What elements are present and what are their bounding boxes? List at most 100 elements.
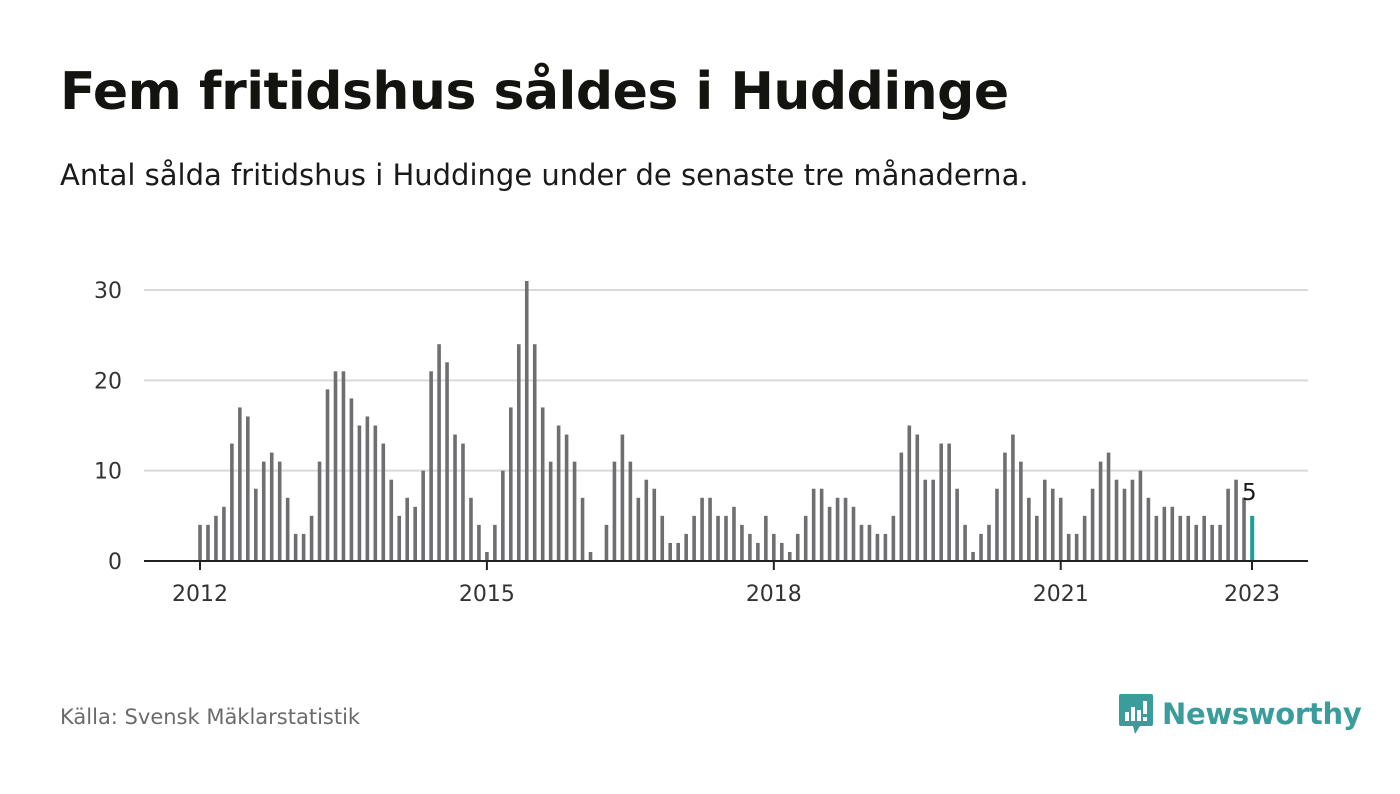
bar — [1058, 497, 1063, 561]
bar — [453, 434, 457, 561]
bar — [931, 479, 936, 561]
bar — [1090, 488, 1095, 561]
bar — [1011, 434, 1015, 561]
bar — [421, 470, 425, 561]
bar — [1218, 524, 1222, 561]
bar — [214, 515, 218, 561]
bar — [277, 461, 282, 561]
bar — [1138, 470, 1143, 561]
bar — [301, 533, 306, 561]
last-value-label: 5 — [1242, 480, 1257, 506]
bar — [1050, 488, 1055, 561]
bar — [748, 533, 752, 561]
bar — [987, 524, 991, 561]
gridlines: 0 10 20 30 — [94, 279, 1308, 575]
bar — [1162, 506, 1167, 561]
bar — [644, 479, 649, 561]
x-tick-label-2015: 2015 — [459, 582, 515, 607]
bar — [740, 524, 744, 561]
bar — [1003, 452, 1007, 561]
bar — [532, 344, 537, 561]
bar — [843, 497, 848, 561]
bar — [309, 515, 314, 561]
bar — [1234, 479, 1238, 561]
bar — [787, 551, 792, 561]
bar — [899, 452, 904, 561]
bar — [756, 542, 760, 561]
y-tick-label-0: 0 — [108, 550, 122, 575]
bar — [397, 515, 402, 561]
bar — [206, 524, 210, 561]
bar — [875, 533, 880, 561]
bar — [819, 488, 824, 561]
bar — [501, 470, 505, 561]
bar — [716, 515, 720, 561]
bar — [389, 479, 394, 561]
bar — [859, 524, 864, 561]
bar — [333, 371, 338, 561]
bar — [461, 443, 465, 561]
bar — [660, 515, 665, 561]
bar — [437, 344, 441, 561]
bar — [963, 524, 967, 561]
bar — [676, 542, 680, 561]
bar — [1114, 479, 1119, 561]
bar — [1186, 515, 1191, 561]
brand-name: Newsworthy — [1162, 697, 1362, 731]
bar — [317, 461, 322, 561]
bar — [405, 497, 410, 561]
bar — [907, 425, 912, 561]
bar — [692, 515, 696, 561]
bars — [198, 280, 1255, 561]
bar — [835, 497, 840, 561]
x-tick-label-2012: 2012 — [172, 582, 228, 607]
bar — [764, 515, 768, 561]
bar — [684, 533, 688, 561]
bar — [572, 461, 577, 561]
newsworthy-logo: Newsworthy — [1118, 690, 1362, 738]
bar — [564, 434, 569, 561]
bar — [285, 497, 290, 561]
bar — [947, 443, 951, 561]
bar — [1210, 524, 1214, 561]
bar — [1035, 515, 1039, 561]
bar — [548, 461, 553, 561]
bar — [373, 425, 378, 561]
bar — [357, 425, 362, 561]
bar — [516, 344, 521, 561]
bar — [883, 533, 888, 561]
bar — [700, 497, 704, 561]
bar — [708, 497, 712, 561]
bar — [1122, 488, 1127, 561]
bar — [1130, 479, 1135, 561]
bar — [293, 533, 298, 561]
bar — [365, 416, 370, 561]
bar — [724, 515, 728, 561]
bar — [1082, 515, 1087, 561]
bar — [867, 524, 872, 561]
bar — [477, 524, 481, 561]
bar — [1027, 497, 1031, 561]
bar — [509, 407, 513, 561]
bar — [198, 524, 202, 561]
bar — [955, 488, 959, 561]
bar — [732, 506, 736, 561]
bar — [381, 443, 386, 561]
newsworthy-icon — [1119, 694, 1153, 734]
bar — [979, 533, 983, 561]
bar — [588, 551, 593, 561]
bar — [668, 542, 673, 561]
bar — [1154, 515, 1159, 561]
y-tick-label-20: 20 — [94, 369, 122, 394]
bar-highlight — [1250, 515, 1255, 561]
bar — [851, 506, 856, 561]
bar — [1242, 497, 1246, 561]
bar — [827, 506, 832, 561]
bar — [445, 362, 449, 561]
bar — [413, 506, 417, 561]
bar — [580, 497, 585, 561]
x-tick-label-2023: 2023 — [1224, 582, 1280, 607]
chart-subtitle: Antal sålda fritidshus i Huddinge under … — [60, 158, 1029, 192]
bar — [1066, 533, 1071, 561]
